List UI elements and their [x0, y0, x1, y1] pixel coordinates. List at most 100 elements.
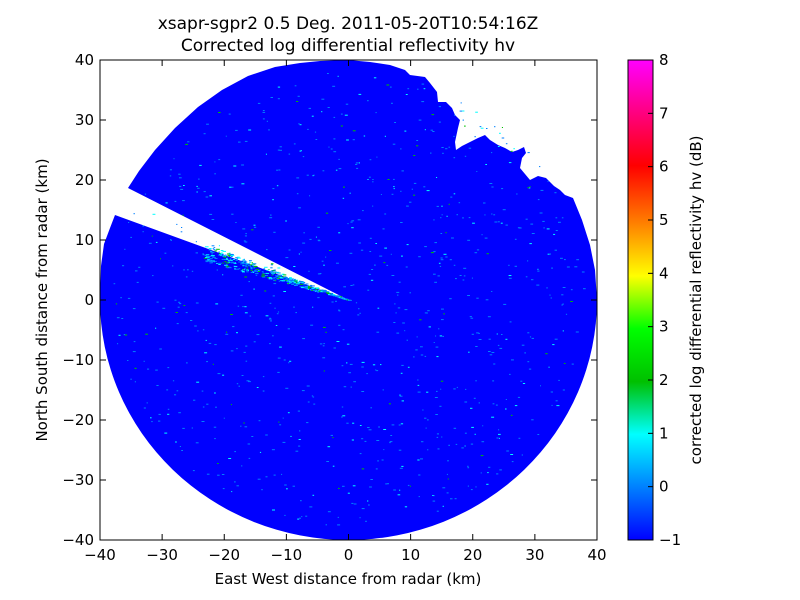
speckle [346, 343, 350, 345]
speckle [467, 295, 470, 296]
speckle [269, 272, 274, 274]
speckle [404, 130, 407, 132]
speckle [146, 402, 148, 404]
speckle [475, 380, 477, 382]
speckle [450, 498, 453, 500]
speckle [205, 260, 207, 262]
speckle [299, 283, 304, 285]
speckle [215, 406, 217, 408]
speckle [170, 239, 172, 241]
speckle [555, 217, 558, 219]
speckle [432, 131, 435, 132]
y-tick-label: −40 [62, 531, 94, 549]
speckle [525, 218, 528, 220]
speckle [350, 386, 352, 388]
speckle [464, 445, 466, 447]
speckle [373, 77, 377, 79]
speckle [508, 264, 510, 266]
speckle [223, 417, 225, 419]
speckle [252, 263, 255, 265]
speckle [447, 460, 449, 462]
speckle [501, 137, 505, 139]
speckle [496, 437, 499, 439]
speckle [222, 250, 226, 252]
speckle [120, 297, 122, 299]
speckle [226, 331, 228, 333]
speckle [406, 339, 408, 341]
speckle [245, 263, 247, 265]
speckle [448, 444, 450, 446]
speckle [384, 213, 387, 215]
speckle [428, 326, 431, 328]
speckle [389, 442, 391, 444]
speckle [440, 257, 443, 259]
speckle [231, 261, 234, 263]
speckle [497, 221, 500, 223]
speckle [205, 254, 210, 256]
speckle [309, 195, 311, 197]
speckle [470, 317, 474, 319]
speckle [272, 274, 274, 276]
speckle [286, 488, 288, 490]
speckle [136, 281, 139, 283]
speckle [404, 330, 406, 332]
speckle [530, 223, 534, 225]
speckle [185, 312, 188, 314]
speckle [562, 303, 564, 305]
speckle [288, 153, 291, 155]
speckle [236, 485, 239, 487]
speckle [474, 136, 476, 138]
x-tick-label: 0 [344, 546, 354, 564]
speckle [467, 485, 469, 487]
speckle [235, 129, 238, 131]
speckle [439, 335, 443, 337]
speckle [211, 251, 215, 253]
speckle [407, 366, 410, 368]
speckle [333, 151, 337, 153]
speckle [527, 187, 530, 189]
speckle [460, 102, 462, 104]
speckle [208, 248, 212, 249]
speckle [245, 269, 249, 271]
speckle [313, 174, 315, 176]
speckle [311, 285, 315, 287]
speckle [338, 158, 340, 160]
speckle [475, 111, 478, 113]
speckle [399, 395, 403, 397]
speckle [332, 295, 336, 297]
speckle [234, 262, 236, 264]
speckle [514, 265, 517, 267]
speckle [368, 429, 372, 431]
speckle [322, 170, 325, 172]
speckle [496, 473, 499, 475]
speckle [562, 330, 564, 332]
x-axis-label: East West distance from radar (km) [215, 570, 482, 588]
speckle [306, 287, 310, 289]
speckle [277, 272, 281, 274]
speckle [277, 277, 280, 279]
speckle [376, 156, 378, 158]
speckle [337, 524, 341, 526]
speckle [343, 186, 345, 188]
speckle [413, 194, 416, 196]
speckle [280, 277, 284, 279]
speckle [536, 284, 540, 286]
speckle [418, 119, 422, 121]
colorbar-tick-label: 5 [659, 211, 669, 229]
x-tick-label: 30 [525, 546, 544, 564]
speckle [361, 391, 365, 392]
speckle [424, 417, 427, 419]
speckle [294, 85, 297, 87]
speckle [486, 253, 489, 255]
speckle [375, 369, 377, 371]
speckle [263, 390, 265, 392]
speckle [469, 316, 472, 318]
speckle [340, 125, 343, 127]
speckle [295, 285, 298, 286]
speckle [501, 127, 503, 128]
speckle [225, 266, 228, 268]
speckle [357, 219, 361, 221]
speckle [485, 299, 489, 301]
speckle [448, 146, 451, 148]
speckle [327, 511, 331, 513]
